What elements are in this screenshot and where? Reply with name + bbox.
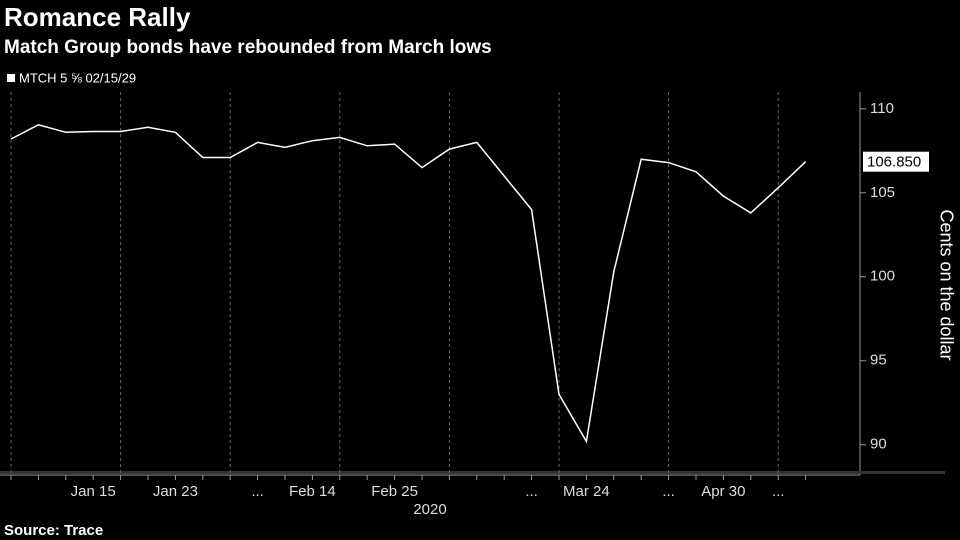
source: Source: Trace bbox=[4, 522, 103, 539]
x-tick-label: Feb 14 bbox=[289, 483, 336, 500]
x-tick-label: ... bbox=[525, 483, 538, 500]
legend-swatch bbox=[7, 74, 15, 82]
chart-title: Romance Rally bbox=[4, 2, 191, 32]
y-tick-label: 95 bbox=[870, 352, 887, 369]
value-label-box bbox=[863, 151, 929, 172]
x-tick-label: Jan 23 bbox=[153, 483, 198, 500]
x-tick-label: Mar 24 bbox=[563, 483, 610, 500]
y-tick-label: 100 bbox=[870, 268, 895, 285]
x-axis-label: 2020 bbox=[413, 501, 446, 518]
y-tick-label: 110 bbox=[870, 100, 894, 117]
value-label: 106.850 bbox=[867, 154, 921, 171]
y-tick-label: 105 bbox=[870, 184, 895, 201]
y-axis-label: Cents on the dollar bbox=[936, 209, 956, 360]
x-tick-label: ... bbox=[772, 483, 785, 500]
x-tick-label: Jan 15 bbox=[71, 483, 116, 500]
x-tick-label: Feb 25 bbox=[371, 483, 418, 500]
x-tick-label: ... bbox=[662, 483, 675, 500]
chart-subtitle: Match Group bonds have rebounded from Ma… bbox=[4, 37, 492, 58]
y-tick-label: 90 bbox=[870, 436, 887, 453]
x-axis-band bbox=[0, 471, 945, 474]
x-tick-label: ... bbox=[251, 483, 264, 500]
legend-label: MTCH 5 ⅝ 02/15/29 bbox=[19, 70, 136, 85]
line-series bbox=[10, 123, 807, 444]
x-tick-label: Apr 30 bbox=[701, 483, 745, 500]
